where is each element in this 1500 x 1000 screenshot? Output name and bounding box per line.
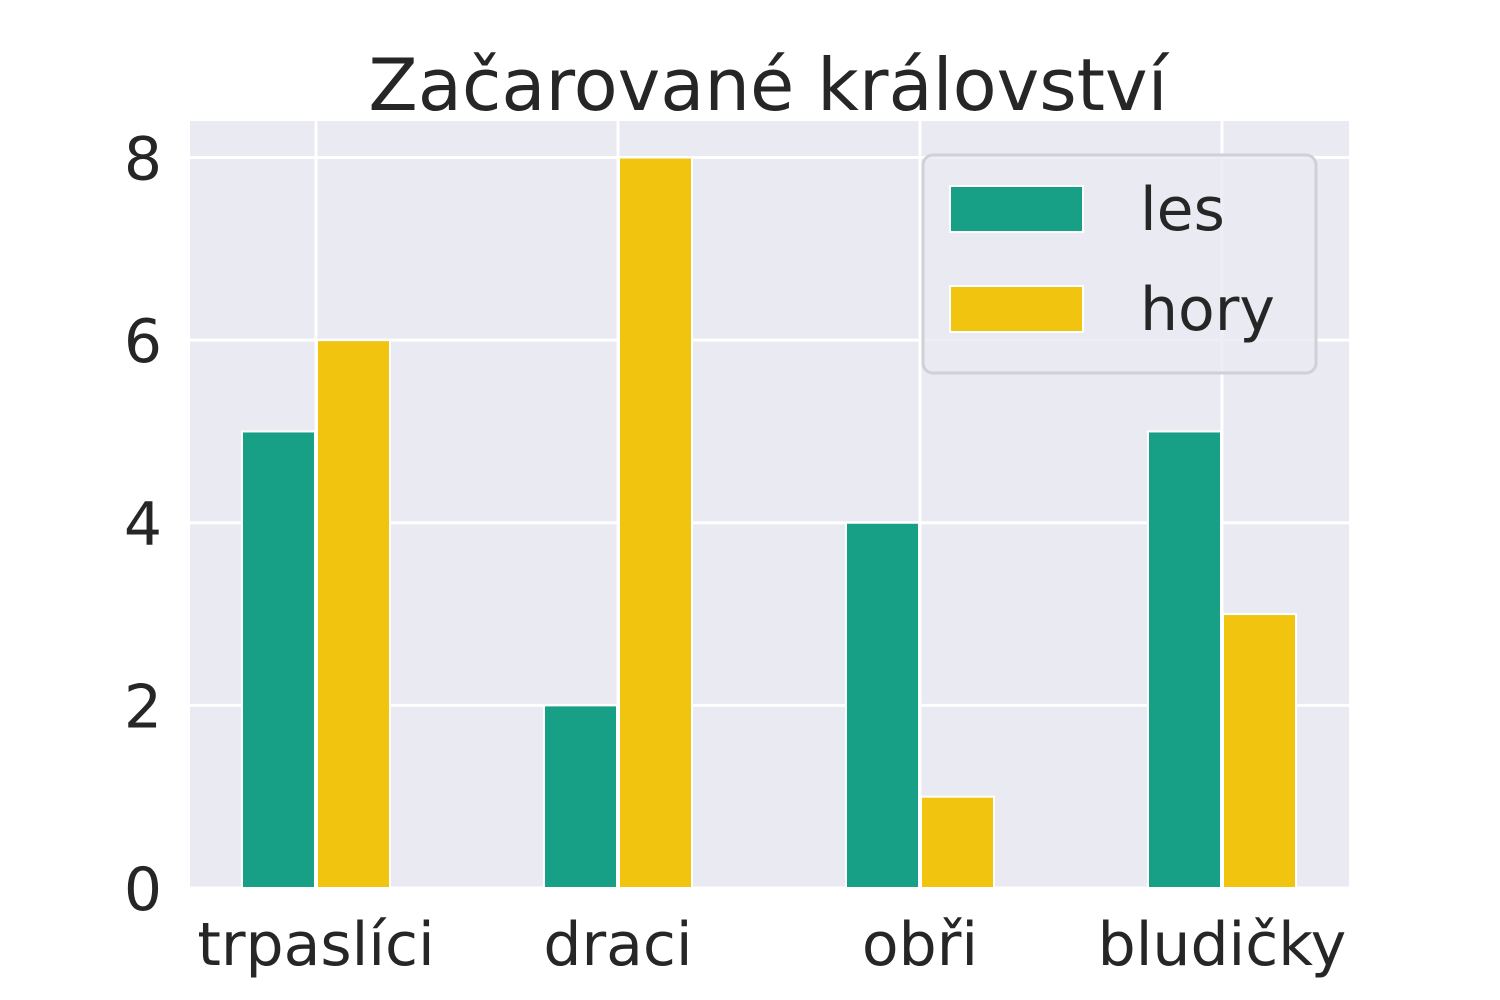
x-tick-label: draci [543, 910, 692, 980]
chart-title: Začarované království [368, 43, 1169, 127]
bar-les-bludičky [1147, 430, 1222, 889]
legend-label-les: les [1140, 175, 1225, 245]
y-axis-ticks: 0 2 4 6 8 [124, 125, 162, 925]
bar-les-draci [543, 704, 618, 890]
bar-hory-trpaslíci [316, 339, 391, 889]
bar-hory-obři [920, 795, 995, 890]
bars [241, 156, 1297, 890]
bar-hory-draci [618, 156, 693, 889]
x-tick-label: bludičky [1098, 910, 1347, 980]
x-axis-ticks: trpaslíci draci obři bludičky [197, 910, 1346, 980]
bar-les-obři [845, 521, 920, 889]
x-tick-label: obři [862, 910, 978, 980]
legend: les hory [921, 153, 1318, 375]
legend-label-hory: hory [1140, 275, 1275, 345]
bar-hory-bludičky [1222, 613, 1297, 889]
y-tick-label: 6 [124, 307, 162, 377]
legend-swatch-hory [949, 285, 1084, 333]
y-tick-label: 0 [124, 855, 162, 925]
y-tick-label: 4 [124, 490, 162, 560]
x-tick-label: trpaslíci [197, 910, 434, 980]
bar-les-trpaslíci [241, 430, 316, 889]
y-tick-label: 8 [124, 125, 162, 195]
legend-swatch-les [949, 185, 1084, 233]
y-tick-label: 2 [124, 672, 162, 742]
